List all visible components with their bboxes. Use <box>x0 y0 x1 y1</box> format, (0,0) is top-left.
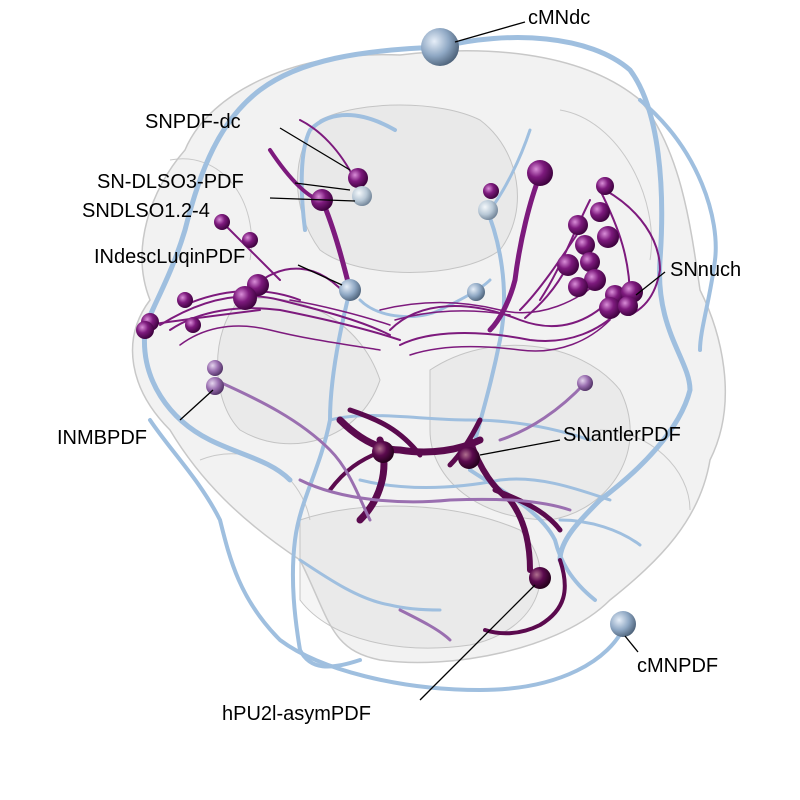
soma-inmbpdf <box>206 377 224 395</box>
leader-cmndc <box>454 21 526 43</box>
soma-cmndc <box>421 28 459 66</box>
soma-snnuch <box>580 252 600 272</box>
soma-sn-dlso3-pdf <box>352 186 372 206</box>
soma-snnuch <box>584 269 606 291</box>
soma-left-cluster <box>233 286 257 310</box>
soma-snnuch <box>575 235 595 255</box>
lavender-neurons <box>213 378 587 642</box>
leader-snantler-pdf <box>479 439 561 456</box>
label-inmbpdf: INMBPDF <box>57 427 147 449</box>
label-snantler-pdf: SNantlerPDF <box>563 424 681 446</box>
soma-right-purple-large <box>527 160 553 186</box>
soma-snpdf-dc <box>348 168 368 188</box>
leader-snnuch <box>635 271 666 296</box>
soma-left-cluster <box>185 317 201 333</box>
label-indesc-luqin-pdf: INdescLuqinPDF <box>94 246 245 268</box>
body-outline-mesh <box>131 50 727 664</box>
purple-neurons <box>147 119 662 356</box>
soma-inmbpdf <box>207 360 223 376</box>
leader-inmbpdf <box>179 389 214 421</box>
label-cmndc: cMNdc <box>528 7 590 29</box>
soma-right-grey <box>467 283 485 301</box>
label-snnuch: SNnuch <box>670 259 741 281</box>
leader-indesc-luqin-pdf <box>297 264 343 286</box>
soma-right-purple-upper <box>483 183 499 199</box>
leader-hpu2l-asym-pdf <box>419 584 536 701</box>
soma-left-cluster <box>136 321 154 339</box>
label-sndlso12-4: SNDLSO1.2-4 <box>82 200 210 222</box>
soma-left-cluster <box>177 292 193 308</box>
light-blue-neurons <box>141 35 718 693</box>
soma-right-pale <box>478 200 498 220</box>
soma-left-cluster <box>242 232 258 248</box>
label-hpu2l-asym-pdf: hPU2l-asymPDF <box>222 703 371 725</box>
label-cmnpdf: cMNPDF <box>637 655 718 677</box>
leader-snpdf-dc <box>279 127 351 171</box>
soma-cmnpdf <box>610 611 636 637</box>
leader-cmnpdf <box>624 635 639 653</box>
leader-sndlso12-4 <box>269 197 356 202</box>
soma-right-lavender <box>577 375 593 391</box>
soma-snantler-pdf <box>458 447 480 469</box>
soma-snnuch <box>568 277 588 297</box>
soma-snnuch <box>568 215 588 235</box>
soma-snantler-left <box>372 441 394 463</box>
soma-snnuch <box>618 296 638 316</box>
soma-hpu2l-asym-pdf <box>529 567 551 589</box>
soma-snnuch <box>597 226 619 248</box>
soma-snnuch <box>596 177 614 195</box>
label-sn-dlso3-pdf: SN-DLSO3-PDF <box>97 171 244 193</box>
soma-snnuch <box>590 202 610 222</box>
neuron-labels: cMNdc SNPDF-dc SN-DLSO3-PDF SNDLSO1.2-4 … <box>57 7 741 725</box>
label-snpdf-dc: SNPDF-dc <box>145 111 241 133</box>
leader-lines <box>179 21 666 701</box>
cell-bodies <box>136 28 643 637</box>
soma-left-cluster <box>214 214 230 230</box>
soma-snnuch <box>557 254 579 276</box>
leader-sn-dlso3-pdf <box>294 182 351 191</box>
soma-snnuch <box>599 297 621 319</box>
soma-indesc-luqin-pdf <box>339 279 361 301</box>
